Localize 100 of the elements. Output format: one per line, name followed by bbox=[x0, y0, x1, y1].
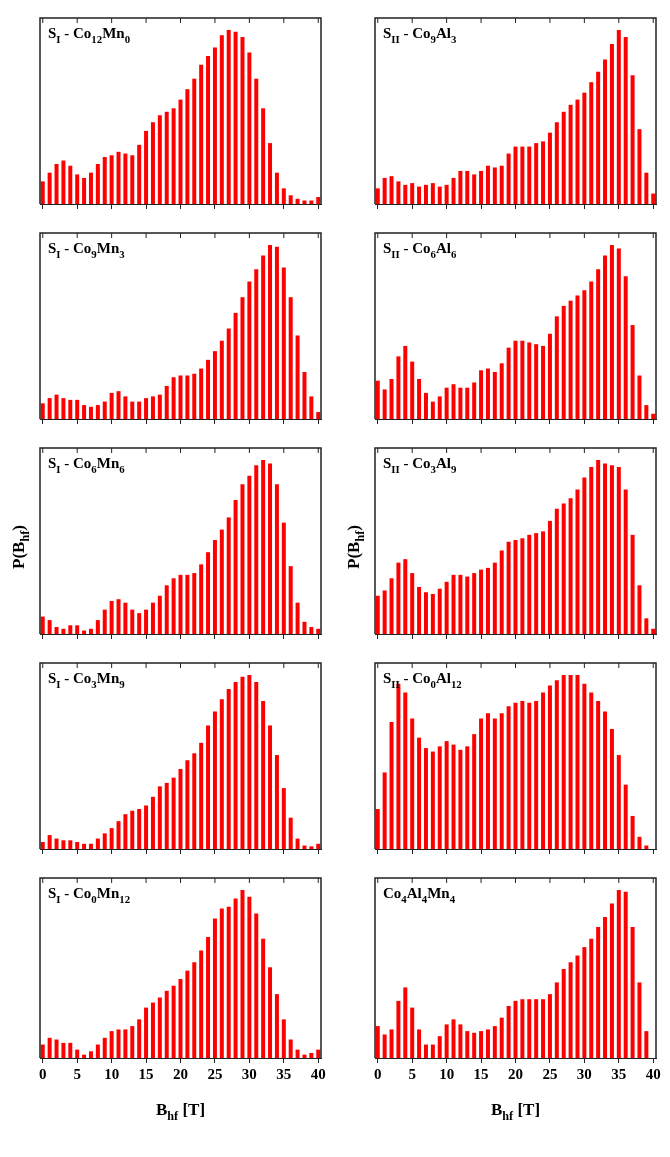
bar bbox=[68, 1042, 73, 1058]
x-tick-label: 40 bbox=[645, 1065, 661, 1082]
bar bbox=[192, 753, 197, 849]
bar bbox=[527, 702, 532, 849]
bar bbox=[274, 484, 279, 634]
bar bbox=[651, 628, 656, 634]
bar bbox=[47, 620, 52, 634]
bar bbox=[288, 297, 293, 419]
bar bbox=[541, 141, 546, 204]
bar bbox=[575, 489, 580, 634]
bar bbox=[254, 681, 259, 849]
bar bbox=[479, 718, 484, 849]
bar bbox=[589, 281, 594, 419]
bar bbox=[479, 170, 484, 204]
bar bbox=[171, 777, 176, 849]
bar bbox=[247, 52, 252, 204]
bar bbox=[137, 144, 142, 204]
bar bbox=[444, 581, 449, 634]
bar bbox=[171, 985, 176, 1058]
bar bbox=[499, 550, 504, 634]
bar bbox=[513, 340, 518, 419]
bar bbox=[82, 177, 87, 204]
bar bbox=[192, 78, 197, 204]
bar bbox=[623, 784, 628, 849]
bar bbox=[295, 335, 300, 419]
bar bbox=[423, 392, 428, 419]
bar bbox=[192, 962, 197, 1058]
bar bbox=[88, 628, 93, 634]
bar bbox=[116, 1029, 121, 1058]
bar bbox=[499, 1017, 504, 1058]
bar bbox=[403, 692, 408, 849]
bar bbox=[199, 564, 204, 634]
bar bbox=[375, 1026, 380, 1058]
bar bbox=[541, 345, 546, 419]
bar bbox=[430, 593, 435, 634]
bar bbox=[281, 1019, 286, 1058]
bar bbox=[226, 688, 231, 849]
bar bbox=[61, 1042, 66, 1058]
bar bbox=[616, 890, 621, 1058]
bar bbox=[295, 838, 300, 849]
bar bbox=[123, 602, 128, 634]
bar bbox=[40, 616, 45, 634]
bar bbox=[206, 725, 211, 849]
bar bbox=[575, 675, 580, 849]
x-tick-label: 10 bbox=[439, 1065, 455, 1082]
bar bbox=[506, 1005, 511, 1058]
bar bbox=[144, 609, 149, 634]
bar bbox=[492, 1026, 497, 1058]
bar bbox=[603, 463, 608, 634]
bar bbox=[47, 172, 52, 204]
bar bbox=[226, 328, 231, 419]
bar bbox=[274, 994, 279, 1058]
y-axis-title: P(Bhf) bbox=[344, 525, 368, 569]
bar bbox=[171, 377, 176, 419]
x-tick-label: 5 bbox=[73, 1065, 81, 1082]
bar bbox=[596, 701, 601, 849]
bar bbox=[88, 406, 93, 419]
bar bbox=[417, 186, 422, 204]
bar bbox=[206, 552, 211, 634]
bar bbox=[465, 170, 470, 204]
bar bbox=[603, 916, 608, 1058]
bar bbox=[472, 1032, 477, 1058]
bar bbox=[485, 713, 490, 849]
x-tick-label: 30 bbox=[241, 1065, 257, 1082]
bar bbox=[40, 842, 45, 849]
bar bbox=[609, 43, 614, 204]
bar bbox=[644, 405, 649, 419]
bar bbox=[568, 498, 573, 634]
bar bbox=[589, 938, 594, 1058]
bar bbox=[240, 890, 245, 1058]
x-tick-label: 20 bbox=[508, 1065, 523, 1082]
bar bbox=[451, 177, 456, 204]
bar bbox=[95, 405, 100, 419]
bar bbox=[423, 1044, 428, 1058]
bar bbox=[520, 538, 525, 634]
bar bbox=[554, 508, 559, 634]
bar bbox=[240, 676, 245, 849]
bar bbox=[637, 585, 642, 634]
bar bbox=[568, 104, 573, 204]
bar bbox=[61, 398, 66, 419]
bar bbox=[465, 1031, 470, 1058]
bar bbox=[520, 146, 525, 204]
bar bbox=[95, 838, 100, 849]
bar bbox=[430, 401, 435, 419]
bar bbox=[623, 891, 628, 1058]
bar bbox=[281, 788, 286, 849]
bar bbox=[88, 843, 93, 849]
bar bbox=[144, 805, 149, 849]
bar bbox=[547, 333, 552, 419]
bar bbox=[437, 186, 442, 204]
bar bbox=[651, 413, 656, 419]
bar bbox=[130, 401, 135, 419]
bar bbox=[410, 361, 415, 419]
bar bbox=[506, 153, 511, 204]
bar bbox=[226, 30, 231, 204]
bar bbox=[589, 466, 594, 634]
bar bbox=[54, 163, 59, 204]
bar bbox=[596, 460, 601, 634]
x-tick-label: 0 bbox=[39, 1065, 47, 1082]
bar bbox=[403, 987, 408, 1058]
